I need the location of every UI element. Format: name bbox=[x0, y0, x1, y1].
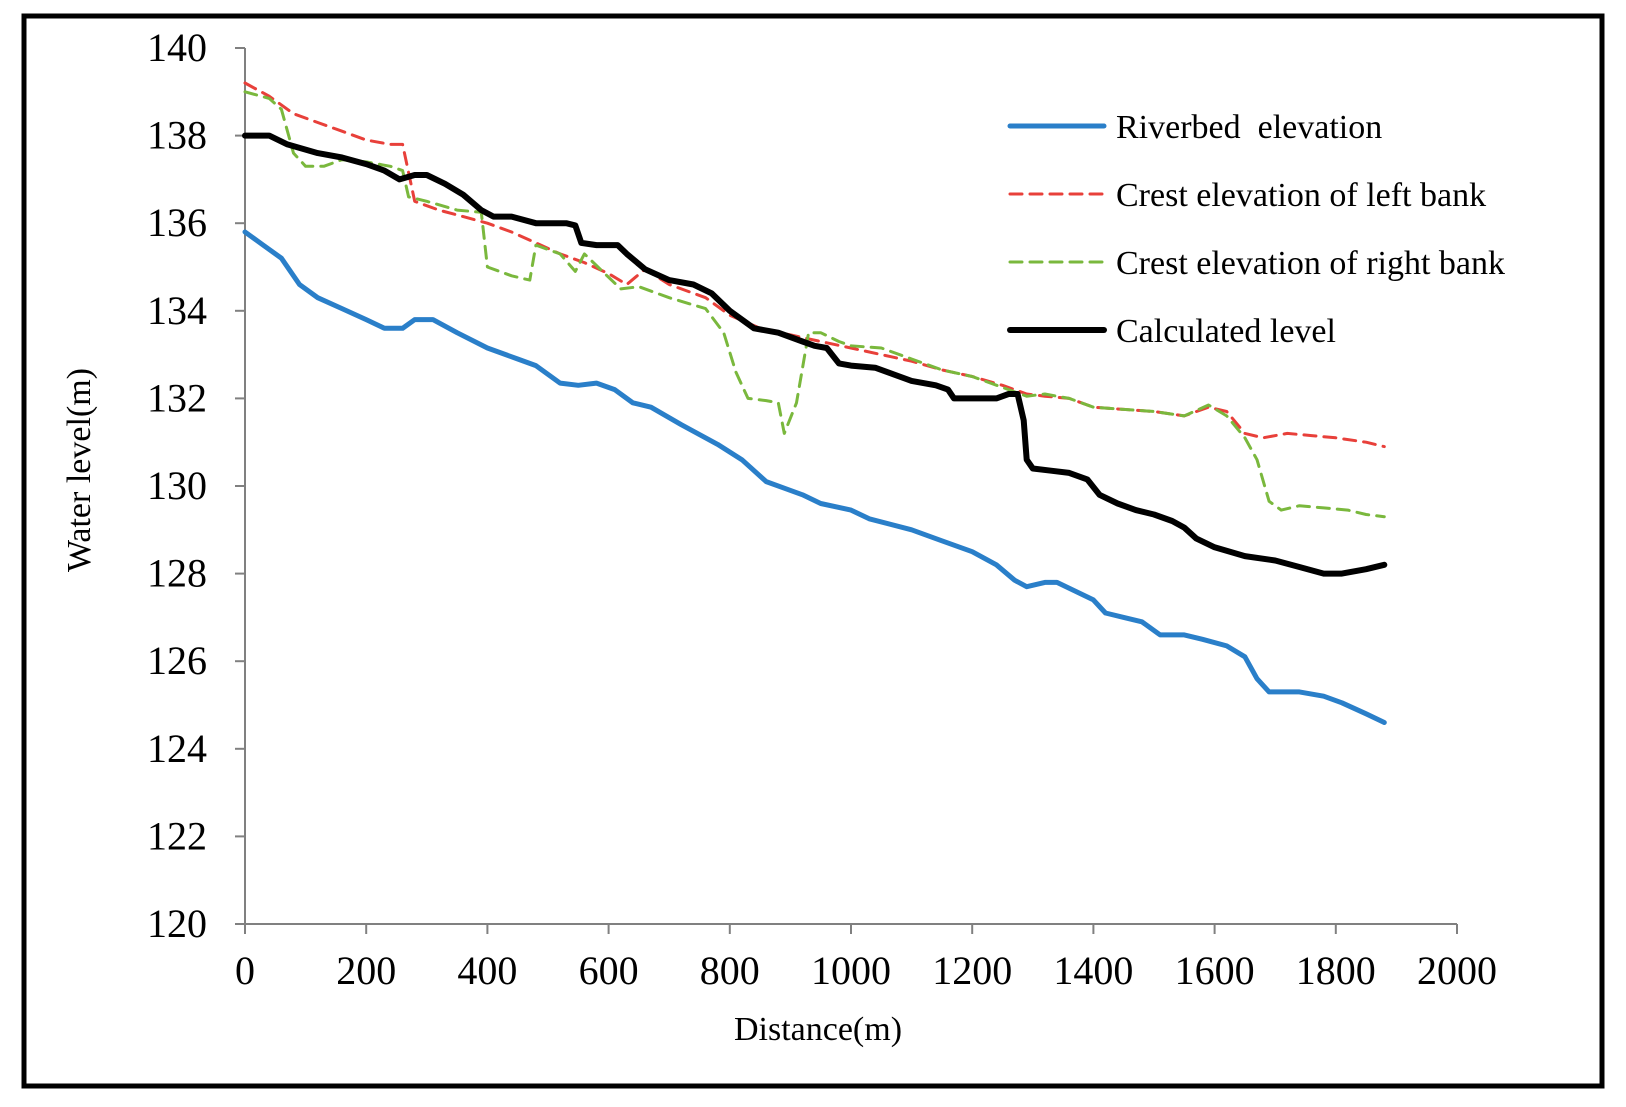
legend-label-1: Riverbed elevation bbox=[1116, 109, 1382, 146]
y-tick-label: 130 bbox=[147, 463, 207, 508]
y-tick-label: 124 bbox=[147, 726, 207, 771]
series-line-3 bbox=[243, 90, 1386, 519]
y-tick-label: 122 bbox=[147, 813, 207, 858]
legend-label-2: Crest elevation of left bank bbox=[1116, 177, 1486, 214]
x-tick-label: 400 bbox=[457, 948, 517, 993]
x-tick-label: 2000 bbox=[1417, 948, 1497, 993]
x-tick-label: 1200 bbox=[932, 948, 1012, 993]
series-line-4 bbox=[242, 132, 1388, 577]
legend-label-4: Calculated level bbox=[1116, 313, 1336, 350]
y-tick-label: 128 bbox=[147, 551, 207, 596]
y-tick-label: 138 bbox=[147, 113, 207, 158]
series-line-1 bbox=[242, 229, 1387, 725]
x-tick-label: 200 bbox=[336, 948, 396, 993]
y-tick-label: 120 bbox=[147, 901, 207, 946]
y-tick-label: 136 bbox=[147, 200, 207, 245]
y-tick-label: 132 bbox=[147, 375, 207, 420]
x-axis-title: Distance(m) bbox=[734, 1011, 902, 1048]
y-tick-label: 134 bbox=[147, 288, 207, 333]
legend: Riverbed elevation Crest elevation of lef… bbox=[1007, 109, 1505, 350]
x-tick-label: 1800 bbox=[1296, 948, 1376, 993]
x-tick-label: 1000 bbox=[811, 948, 891, 993]
y-tick-label: 140 bbox=[147, 25, 207, 70]
x-tick-label: 600 bbox=[579, 948, 639, 993]
x-tick-label: 1600 bbox=[1175, 948, 1255, 993]
x-tick-label: 800 bbox=[700, 948, 760, 993]
y-tick-label: 126 bbox=[147, 638, 207, 683]
x-tick-label: 1400 bbox=[1053, 948, 1133, 993]
x-tick-label: 0 bbox=[235, 948, 255, 993]
legend-label-3: Crest elevation of right bank bbox=[1116, 245, 1505, 282]
series-lines bbox=[242, 81, 1388, 725]
figure-frame bbox=[21, 13, 1605, 1089]
y-axis-title: Water level(m) bbox=[61, 368, 98, 572]
